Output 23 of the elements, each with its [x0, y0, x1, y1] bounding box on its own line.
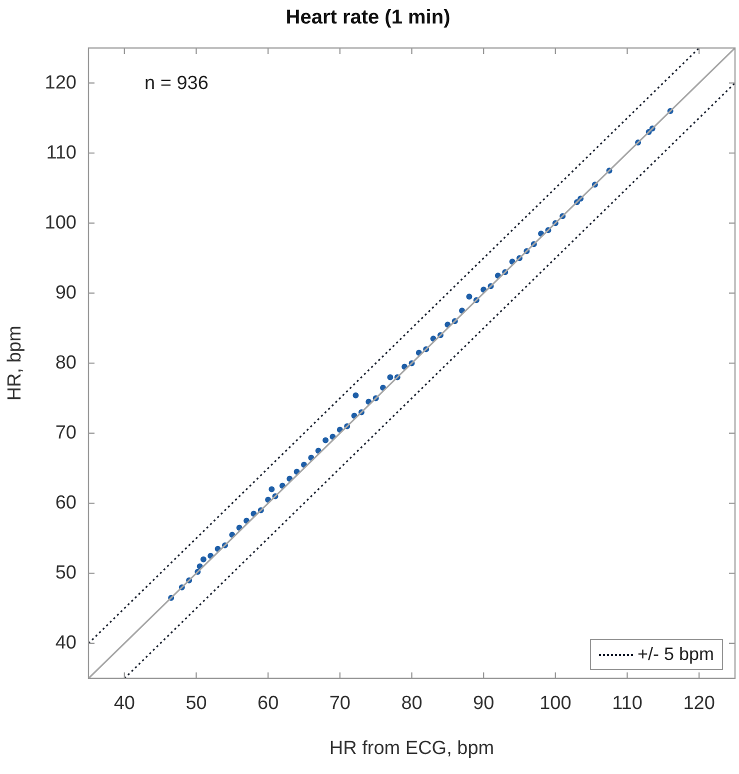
- y-tick-label: 60: [55, 492, 76, 514]
- x-tick-label: 100: [540, 693, 572, 714]
- x-tick-label: 110: [612, 693, 642, 714]
- x-tick-label: 60: [258, 693, 279, 714]
- chart-title: Heart rate (1 min): [286, 6, 450, 29]
- x-tick-label: 90: [473, 693, 494, 714]
- y-tick-label: 90: [55, 282, 76, 304]
- y-tick-label: 40: [55, 632, 76, 654]
- x-axis-title: HR from ECG, bpm: [329, 738, 494, 759]
- annotation: n = 936: [144, 73, 208, 94]
- y-tick-label: 80: [55, 352, 76, 374]
- x-tick-label: 80: [401, 693, 422, 714]
- x-tick-label: 70: [329, 693, 350, 714]
- y-tick-label: 50: [55, 562, 76, 584]
- y-tick-label: 110: [46, 142, 76, 164]
- y-tick-label: 100: [44, 212, 76, 234]
- x-tick-label: 120: [683, 693, 715, 714]
- y-tick-label: 120: [44, 72, 76, 94]
- x-tick-label: 40: [114, 693, 135, 714]
- y-axis-title: HR, bpm: [4, 326, 26, 401]
- x-tick-label: 50: [186, 693, 207, 714]
- legend-label: +/- 5 bpm: [637, 644, 714, 665]
- y-tick-label: 70: [55, 422, 76, 444]
